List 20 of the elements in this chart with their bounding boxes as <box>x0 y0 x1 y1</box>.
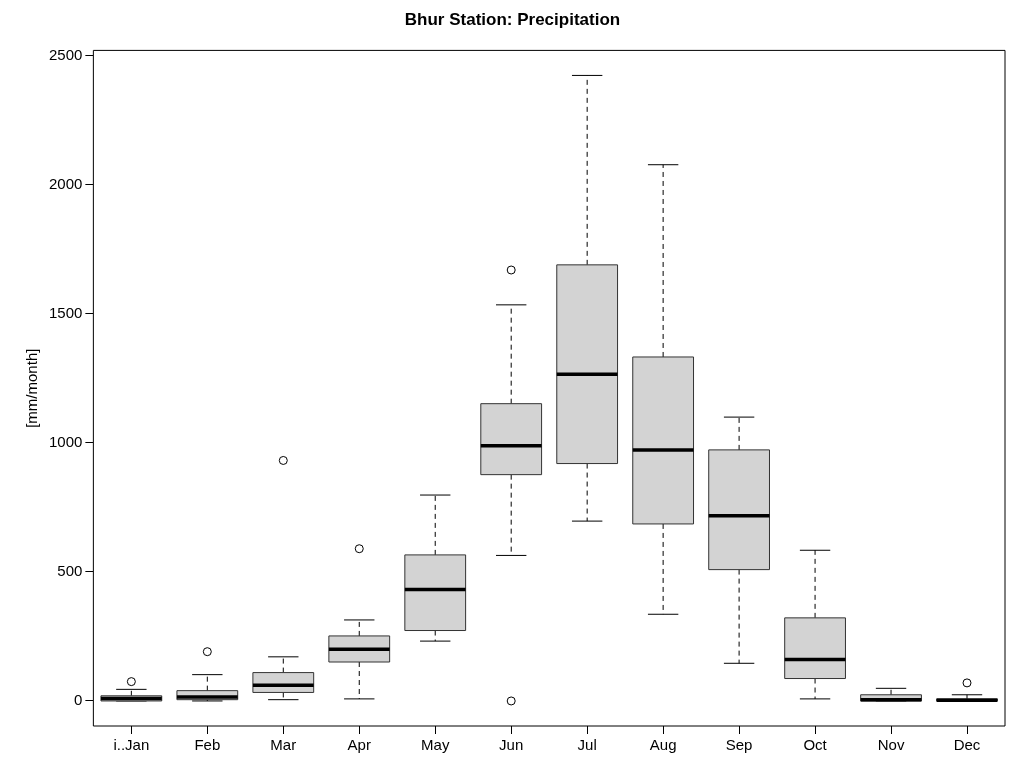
x-tick-label: Sep <box>725 736 753 754</box>
x-tick-label: Jul <box>577 736 597 754</box>
x-tick-label: Apr <box>347 736 371 754</box>
x-tick-label: Oct <box>803 736 828 754</box>
y-axis-title: [mm/month] <box>23 348 41 428</box>
x-tick-label: May <box>421 736 450 754</box>
y-tick-label: 500 <box>57 562 83 580</box>
x-tick-label: Nov <box>877 736 905 754</box>
x-tick-label: Aug <box>649 736 677 754</box>
y-tick-label: 0 <box>74 691 83 709</box>
x-tick-label: Feb <box>194 736 221 754</box>
y-tick-label: 2000 <box>48 174 83 192</box>
y-tick-label: 1000 <box>48 433 83 451</box>
y-tick-label: 2500 <box>48 45 83 63</box>
x-tick-label: Mar <box>270 736 297 754</box>
y-tick-label: 1500 <box>48 304 83 322</box>
x-tick-label: i..Jan <box>113 736 150 754</box>
chart-title: Bhur Station: Precipitation <box>404 9 621 29</box>
x-tick-label: Jun <box>499 736 524 754</box>
x-tick-label: Dec <box>953 736 981 754</box>
